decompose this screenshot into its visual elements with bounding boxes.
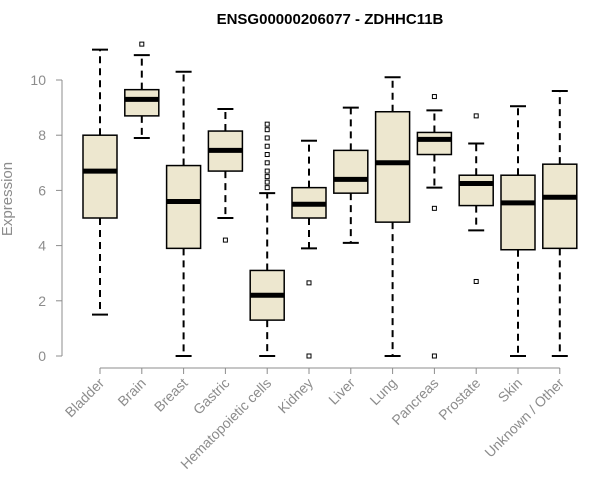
outlier-point <box>139 41 145 47</box>
y-axis-label: Expression <box>0 162 16 236</box>
x-tick-label: Liver <box>325 375 358 408</box>
y-tick-label: 2 <box>38 293 46 309</box>
box-iqr <box>500 174 536 251</box>
y-tick-label: 6 <box>38 182 46 198</box>
x-tick-label: Breast <box>151 375 191 415</box>
box-lung <box>374 76 411 357</box>
box-skin <box>500 105 536 357</box>
boxplot-series <box>82 41 578 359</box>
box-breast <box>165 70 202 357</box>
outlier-point <box>264 121 270 127</box>
box-liver <box>333 106 369 244</box>
x-tick-label: Unknown / Other <box>481 375 567 461</box>
outlier-point <box>264 179 270 185</box>
outlier-point <box>264 135 270 141</box>
outlier-point <box>306 353 312 359</box>
box-bladder <box>82 48 118 316</box>
outlier-point <box>306 280 312 286</box>
x-tick-label: Kidney <box>275 375 317 417</box>
y-axis: 0 2 4 6 8 10 <box>30 72 63 364</box>
y-tick-label: 0 <box>38 348 46 364</box>
box-iqr <box>458 174 494 207</box>
outlier-point <box>431 353 437 359</box>
outlier-point <box>431 94 437 100</box>
box-iqr <box>165 164 202 250</box>
box-hematopoietic-cells <box>249 121 285 357</box>
box-kidney <box>291 139 327 359</box>
outlier-point <box>473 278 479 284</box>
outlier-point <box>264 160 270 166</box>
y-tick-label: 8 <box>38 127 46 143</box>
x-tick-label: Prostate <box>435 375 483 423</box>
x-tick-label: Skin <box>495 375 526 406</box>
outlier-point <box>222 237 228 243</box>
y-tick-label: 10 <box>30 72 46 88</box>
box-prostate <box>458 113 494 284</box>
outlier-point <box>264 152 270 158</box>
outlier-point <box>264 127 270 133</box>
box-iqr <box>374 110 411 223</box>
y-tick-label: 4 <box>38 238 46 254</box>
box-iqr <box>542 163 578 250</box>
box-brain <box>124 41 160 139</box>
box-iqr <box>82 134 118 219</box>
chart-title: ENSG00000206077 - ZDHHC11B <box>217 11 444 28</box>
box-iqr <box>416 131 453 156</box>
outlier-point <box>473 113 479 119</box>
x-tick-label: Brain <box>114 375 148 409</box>
outlier-point <box>264 168 270 174</box>
box-iqr <box>333 149 369 194</box>
x-tick-label: Bladder <box>62 375 108 421</box>
box-pancreas <box>416 94 453 359</box>
outlier-point <box>431 205 437 211</box>
outlier-point <box>264 185 270 191</box>
outlier-point <box>264 174 270 180</box>
box-unknown-other <box>542 90 578 357</box>
x-tick-label: Lung <box>366 375 399 408</box>
box-gastric <box>207 107 244 243</box>
box-iqr <box>124 88 160 117</box>
outlier-point <box>264 143 270 149</box>
